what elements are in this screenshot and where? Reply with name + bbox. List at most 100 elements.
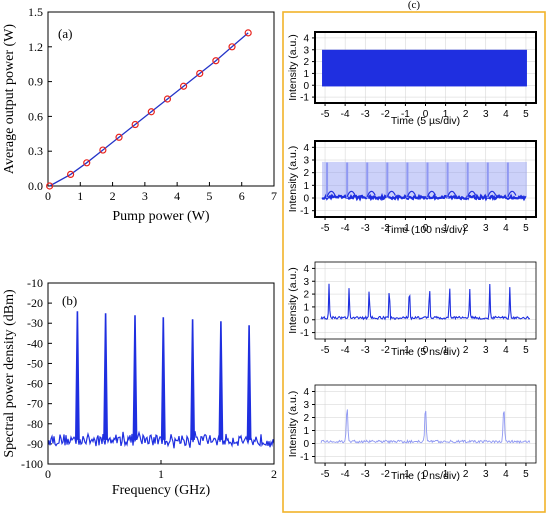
scope-4-xtick-label: -5 xyxy=(321,469,330,480)
scope-2-xtick-label: -5 xyxy=(321,223,330,234)
plot-a-data-point xyxy=(244,29,252,37)
plot-b-peak xyxy=(218,321,224,440)
scope-3-ytick-label: 0 xyxy=(303,315,309,326)
plot-a-data-point xyxy=(163,95,172,103)
scope-4-xtick-label: -2 xyxy=(381,469,390,480)
plot-a-ytick-label: 0.6 xyxy=(28,109,43,123)
scope-2-baseline-trace xyxy=(321,192,527,202)
scope-2-xtick-label: 4 xyxy=(503,223,509,234)
plot-b-ytick-label: -20 xyxy=(27,296,43,310)
scope-1-ytick-label: 1 xyxy=(303,69,309,80)
scope-2-xtick-label: -2 xyxy=(381,223,390,234)
scope-2-ytick-label: 1 xyxy=(303,181,309,192)
scope-4-xtick-label: 0 xyxy=(423,469,429,480)
scope-3-xtick-label: -2 xyxy=(381,345,390,356)
scope-2-ytick-label: 4 xyxy=(303,143,309,154)
scope-3-ytick-label: -1 xyxy=(300,328,309,339)
plot-b-ylabel: Spectral power density (dBm) xyxy=(2,289,17,458)
scope-4-xtick-label: -4 xyxy=(341,469,350,480)
scope-4-trace xyxy=(320,409,531,444)
plot-b-xtick-label: 2 xyxy=(271,467,277,481)
plot-b-peak xyxy=(75,311,80,440)
scope-4-ytick-label: 1 xyxy=(303,426,309,437)
plot-a-ytick-label: 0.3 xyxy=(28,144,43,158)
plot-b-panel-label: (b) xyxy=(62,293,77,308)
scope-2-ytick-label: 2 xyxy=(303,168,309,179)
scope-4-xtick-label: 2 xyxy=(463,469,469,480)
plot-a-xtick-label: 1 xyxy=(77,189,83,203)
scope-2-pulse-decay xyxy=(366,190,376,197)
scope-1-xtick-label: 5 xyxy=(523,109,529,120)
scope-1-xtick-label: -2 xyxy=(381,109,390,120)
scope-3-xtick-label: 2 xyxy=(463,345,469,356)
scope-1-xtick-label: 0 xyxy=(423,109,429,120)
plot-b-ytick-label: -80 xyxy=(27,417,43,431)
scope-4-xlabel: Time (1 ns/div) xyxy=(391,470,460,482)
plot-a-frame xyxy=(47,11,275,187)
scope-1-ylabel: Intensity (a.u.) xyxy=(287,34,299,101)
plot-b-ytick-label: -40 xyxy=(27,336,43,350)
scope-1-xtick-label: -1 xyxy=(401,109,410,120)
scope-4-ytick-label: 4 xyxy=(303,387,309,398)
scope-2-xtick-label: 3 xyxy=(483,223,489,234)
scope-2-ytick-label: 3 xyxy=(303,156,309,167)
plot-b-peak xyxy=(190,319,195,440)
scope-1-ytick-label: 3 xyxy=(303,45,309,56)
plot-b-peak xyxy=(160,317,166,440)
scope-2-ytick-label: -1 xyxy=(300,206,309,217)
scope-3-ylabel: Intensity (a.u.) xyxy=(287,267,299,334)
plot-a-data-point xyxy=(99,146,107,154)
plot-b-xtick-label: 0 xyxy=(45,467,51,481)
scope-3-xtick-label: 0 xyxy=(423,345,429,356)
scope-4-ytick-label: -1 xyxy=(300,452,309,463)
scope-2-pulse-decay xyxy=(487,190,497,197)
plot-b-ytick-label: -10 xyxy=(27,276,43,290)
scope-2-ylabel: Intensity (a.u.) xyxy=(287,146,299,213)
scope-3-xtick-label: 4 xyxy=(503,345,509,356)
plot-a-xtick-label: 3 xyxy=(142,189,148,203)
scope-1-ytick-label: -1 xyxy=(300,93,309,104)
scope-1-xtick-label: -5 xyxy=(321,109,330,120)
plot-b-ytick-label: -70 xyxy=(27,397,43,411)
scope-3-ytick-label: 2 xyxy=(303,290,309,301)
scope-1-xtick-label: 2 xyxy=(463,109,469,120)
scope-2-pulse-decay xyxy=(447,190,457,197)
scope-2-xtick-label: -1 xyxy=(401,223,410,234)
scope-2-xtick-label: 5 xyxy=(523,223,529,234)
scope-2-xtick-label: 0 xyxy=(423,223,429,234)
scope-3-xtick-label: -1 xyxy=(401,345,410,356)
scope-4-xtick-label: -3 xyxy=(361,469,370,480)
plot-b-ytick-label: -90 xyxy=(27,437,43,451)
scope-1-xtick-label: 4 xyxy=(503,109,509,120)
scope-2-pulse-decay xyxy=(467,190,477,197)
plot-a-xtick-label: 6 xyxy=(239,189,245,203)
scope-3-xtick-label: 5 xyxy=(523,345,529,356)
scope-3-ytick-label: 1 xyxy=(303,302,309,313)
plot-a-ytick-label: 1.2 xyxy=(28,40,43,54)
plot-a-ytick-label: 0.9 xyxy=(28,75,43,89)
scope-4-xtick-label: 4 xyxy=(503,469,509,480)
plot-a-data-point xyxy=(228,43,236,51)
scope-2-pulse-decay xyxy=(326,190,336,197)
plot-a-data-point xyxy=(212,57,220,65)
plot-b-ytick-label: -60 xyxy=(27,377,43,391)
plot-a-data-point xyxy=(66,170,75,178)
scope-2-xtick-label: 1 xyxy=(443,223,449,234)
scope-2-xtick-label: -4 xyxy=(341,223,350,234)
scope-2-xtick-label: 2 xyxy=(463,223,469,234)
scope-3-trace xyxy=(320,283,531,321)
scope-4-ytick-label: 0 xyxy=(303,439,309,450)
scope-3-ytick-label: 3 xyxy=(303,277,309,288)
scope-4-ytick-label: 3 xyxy=(303,400,309,411)
scope-4-xtick-label: -1 xyxy=(401,469,410,480)
plot-a-fit-line xyxy=(49,32,249,187)
scope-1-xtick-label: 1 xyxy=(443,109,449,120)
plot-b-peak xyxy=(103,313,108,440)
scope-1-xtick-label: -4 xyxy=(341,109,350,120)
scope-4-xtick-label: 3 xyxy=(483,469,489,480)
plot-a-data-point xyxy=(115,133,123,141)
scope-2-xtick-label: -3 xyxy=(361,223,370,234)
plot-a-xlabel: Pump power (W) xyxy=(112,209,210,224)
